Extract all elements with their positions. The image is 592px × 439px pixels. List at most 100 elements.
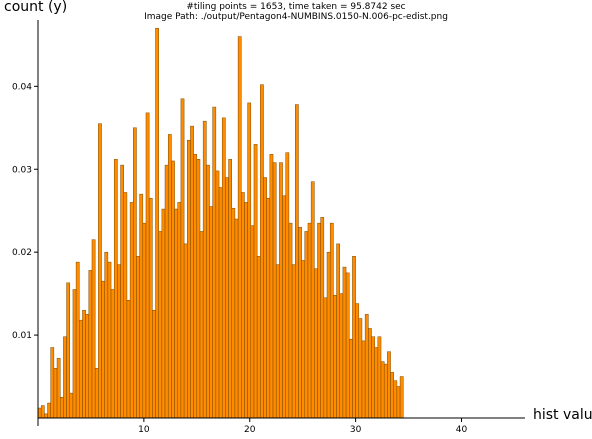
histogram-bar [123,192,128,419]
histogram-bar [345,272,350,419]
histogram-bar [53,368,58,419]
histogram-bar [247,102,252,419]
y-tick-label: 0.01 [12,331,32,341]
histogram-bar [72,289,77,419]
histogram-bar [231,207,236,419]
histogram-bar [237,36,242,419]
histogram-bar [390,372,394,419]
histogram-bar [314,268,318,419]
x-tick-label: 10 [138,425,150,435]
histogram-bar [399,376,404,419]
histogram-bar [145,112,150,419]
ticks-group: 0.01 0.02 0.03 0.04 10 20 30 40 [12,82,468,435]
histogram-bar [396,386,401,419]
histogram-bar [206,164,210,419]
histogram-bar [101,280,105,419]
histogram-bar [320,217,325,419]
histogram-bar [183,243,188,419]
histogram-bar [221,117,226,419]
histogram-bar [339,293,344,419]
histogram-bar [155,28,159,419]
histogram-bar [361,340,366,419]
histogram-bar [98,123,102,419]
histogram-bar [47,402,51,419]
y-axis-label: count (y) [4,0,67,15]
histogram-bar [209,206,213,419]
bars-group [37,28,404,419]
histogram-bar [333,295,337,419]
histogram-bar [44,413,48,419]
histogram-bar [364,314,369,419]
histogram-bar [212,106,217,419]
histogram-bar [256,256,261,419]
histogram-bar [215,170,220,419]
histogram-bar [196,159,201,419]
x-tick-label: 30 [350,425,362,435]
histogram-bar [266,198,271,419]
histogram-bar [136,256,140,419]
histogram-bar [358,318,363,419]
histogram-bar [383,363,388,419]
histogram-bar [110,289,115,419]
histogram-bar [190,125,194,419]
histogram-bar [94,368,99,419]
histogram-bar [174,208,179,419]
chart-subtitle: Image Path: ./output/Pentagon4-NUMBINS.0… [144,12,448,22]
histogram-bar [117,264,121,419]
histogram-bar [193,154,198,419]
histogram-bar [323,297,328,419]
histogram-bar [326,251,331,419]
histogram-bar [241,192,245,419]
histogram-bar [285,152,290,419]
histogram-bar [180,98,185,419]
histogram-bar [225,177,229,419]
x-tick-label: 20 [244,425,256,435]
histogram-bar [91,239,96,419]
histogram-bar [272,162,277,419]
histogram-bar [368,328,372,419]
histogram-bar [167,134,172,419]
histogram-bar [152,309,156,419]
histogram-bar [371,336,375,419]
histogram-bar [282,195,286,419]
histogram-bar [387,351,391,419]
histogram-bar [148,198,153,419]
histogram-bar [107,261,112,419]
chart-title: #tiling points = 1653, time taken = 95.8… [186,2,405,12]
histogram-bar [250,225,255,419]
histogram-bar [56,358,61,419]
histogram-bar [307,222,312,419]
histogram-bar [295,104,299,419]
histogram-bar [317,222,321,419]
histogram-bar [171,160,175,419]
histogram-bar [352,256,356,419]
x-axis-label: hist value [533,407,592,423]
histogram-bar [228,159,233,419]
histogram-bar [85,314,90,419]
histogram-bar [59,397,64,419]
y-tick-label: 0.03 [12,165,32,175]
histogram-bar [79,319,83,419]
histogram-bar [202,120,207,419]
histogram-bar [177,202,182,419]
histogram-bar [298,227,302,419]
histogram-bar [88,270,93,419]
histogram-bar [263,177,267,419]
histogram-bar [336,243,340,419]
histogram-bar [288,222,293,419]
x-tick-label: 40 [456,425,468,435]
histogram-bar [63,336,67,419]
histogram-bar [129,202,134,419]
histogram-bar [104,251,109,419]
histogram-bar [40,405,45,419]
histogram-bar [126,300,131,419]
histogram-bar [349,338,353,419]
histogram-bar [161,208,166,419]
histogram-bar [304,231,309,419]
histogram-bar [199,231,204,419]
histogram-bar [329,222,334,419]
histogram-bar [234,218,239,419]
histogram-bar [120,164,125,419]
histogram-bar [377,336,382,419]
